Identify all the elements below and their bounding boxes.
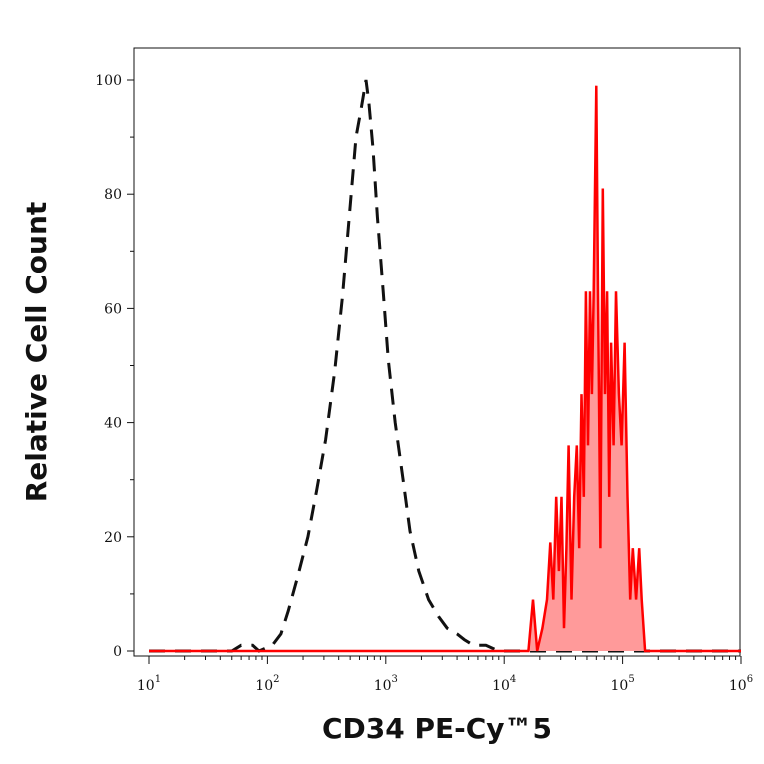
x-tick-exponent: 2 bbox=[273, 674, 279, 685]
x-tick-label: 105 bbox=[610, 674, 634, 694]
y-tick-label: 20 bbox=[104, 530, 122, 546]
x-tick-base: 10 bbox=[492, 678, 510, 694]
x-axis-title: CD34 PE-Cy™5 bbox=[322, 712, 552, 745]
x-tick-base: 10 bbox=[729, 678, 747, 694]
x-tick-label: 101 bbox=[137, 674, 161, 694]
plot-frame bbox=[133, 47, 741, 657]
series-layer bbox=[149, 79, 741, 653]
y-tick-label: 100 bbox=[95, 73, 122, 89]
x-tick-label: 103 bbox=[374, 674, 398, 694]
x-tick-exponent: 5 bbox=[628, 674, 634, 685]
x-tick-exponent: 1 bbox=[155, 674, 161, 685]
x-tick-exponent: 4 bbox=[510, 674, 516, 685]
y-tick-label: 40 bbox=[104, 416, 122, 432]
x-tick-exponent: 3 bbox=[392, 674, 398, 685]
control-histogram-line bbox=[149, 79, 741, 653]
y-tick-label: 60 bbox=[104, 301, 122, 317]
y-axis-ticks: 0 20 40 60 80 100 bbox=[95, 73, 134, 660]
x-tick-base: 10 bbox=[374, 678, 392, 694]
positive-histogram-line bbox=[149, 85, 741, 653]
positive-histogram-fill bbox=[149, 85, 741, 651]
y-tick-label: 0 bbox=[113, 644, 122, 660]
x-tick-base: 10 bbox=[137, 678, 155, 694]
x-axis-ticks: 101 102 103 104 105 106 bbox=[137, 656, 753, 694]
x-tick-base: 10 bbox=[610, 678, 628, 694]
y-axis-title: Relative Cell Count bbox=[20, 202, 53, 503]
x-tick-exponent: 6 bbox=[747, 674, 753, 685]
x-tick-label: 104 bbox=[492, 674, 516, 694]
x-tick-label: 106 bbox=[729, 674, 753, 694]
y-tick-label: 80 bbox=[104, 187, 122, 203]
x-tick-base: 10 bbox=[255, 678, 273, 694]
x-tick-label: 102 bbox=[255, 674, 279, 694]
